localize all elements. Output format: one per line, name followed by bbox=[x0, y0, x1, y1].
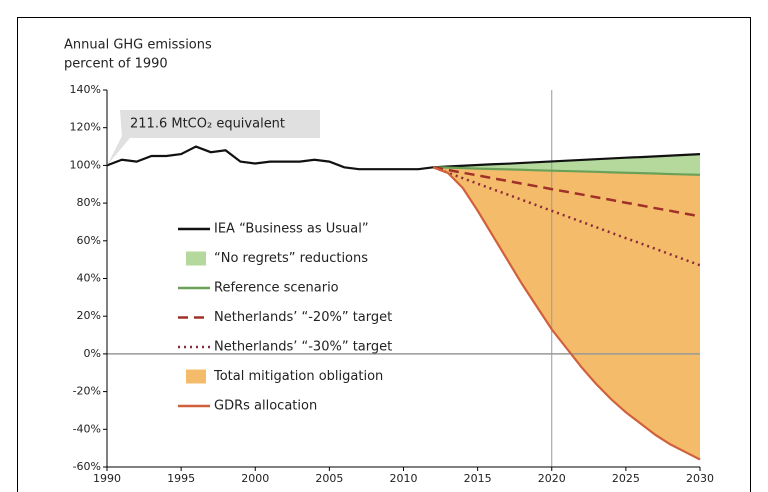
y-tick-label: -20% bbox=[73, 385, 101, 398]
y-tick-label: 140% bbox=[70, 83, 101, 96]
legend-label: Netherlands’ “-30%” target bbox=[214, 340, 392, 355]
x-tick-label: 1990 bbox=[93, 472, 121, 485]
x-tick-label: 1995 bbox=[167, 472, 195, 485]
y-tick-label: 40% bbox=[77, 272, 101, 285]
legend-label: Reference scenario bbox=[214, 281, 339, 296]
legend-label: Total mitigation obligation bbox=[213, 369, 383, 384]
x-tick-label: 2005 bbox=[315, 472, 343, 485]
y-tick-label: 20% bbox=[77, 309, 101, 322]
legend-swatch bbox=[186, 369, 206, 384]
x-tick-label: 2030 bbox=[686, 472, 714, 485]
y-tick-label: 80% bbox=[77, 196, 101, 209]
y-tick-label: 60% bbox=[77, 234, 101, 247]
frame bbox=[17, 17, 751, 492]
x-tick-label: 2015 bbox=[464, 472, 492, 485]
legend-label: “No regrets” reductions bbox=[214, 251, 368, 266]
y-tick-label: -60% bbox=[73, 460, 101, 473]
legend-swatch bbox=[186, 251, 206, 266]
area bbox=[433, 154, 700, 175]
y-axis-label: percent of 1990 bbox=[64, 57, 168, 72]
legend-label: GDRs allocation bbox=[214, 399, 317, 414]
x-tick-label: 2020 bbox=[538, 472, 566, 485]
annotation: 211.6 MtCO₂ equivalent bbox=[130, 117, 285, 132]
y-axis-label: Annual GHG emissions bbox=[64, 38, 212, 53]
y-tick-label: 0% bbox=[84, 347, 101, 360]
legend-label: Netherlands’ “-20%” target bbox=[214, 310, 392, 325]
x-tick-label: 2010 bbox=[390, 472, 418, 485]
line bbox=[432, 166, 701, 461]
line bbox=[106, 145, 701, 171]
area bbox=[433, 167, 700, 460]
x-tick-label: 2000 bbox=[241, 472, 269, 485]
legend-label: IEA “Business as Usual” bbox=[214, 222, 369, 237]
line bbox=[432, 166, 701, 218]
y-tick-label: -40% bbox=[73, 422, 101, 435]
line bbox=[433, 166, 701, 176]
y-tick-label: 120% bbox=[70, 121, 101, 134]
y-tick-label: 100% bbox=[70, 158, 101, 171]
x-tick-label: 2025 bbox=[612, 472, 640, 485]
callout-box bbox=[107, 110, 320, 166]
